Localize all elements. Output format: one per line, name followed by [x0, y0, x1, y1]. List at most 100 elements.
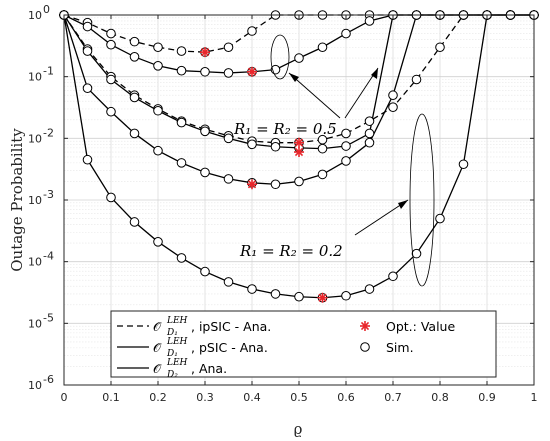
sim-marker [129, 51, 140, 62]
optimal-marker-stroke [294, 138, 304, 147]
optimal-marker [294, 147, 304, 158]
sim-marker [341, 141, 351, 151]
annotation-layer: R₁ = R₂ = 0.5 R₁ = R₂ = 0.2 [233, 34, 435, 287]
arrow-line-02 [354, 199, 409, 236]
y-tick-label: 10 [28, 379, 42, 392]
sim-marker [435, 42, 445, 53]
sim-marker [364, 116, 375, 126]
sim-marker [223, 133, 234, 144]
y-tick-exponent: -4 [43, 250, 54, 263]
sim-marker [153, 236, 163, 247]
sim-marker [176, 158, 187, 168]
sim-marker [270, 141, 281, 152]
legend-label-sim: Sim. [386, 340, 414, 355]
legend-math-sub: D₁ [166, 349, 178, 359]
legend-label-3: , Ana. [191, 361, 227, 376]
sim-marker [129, 217, 140, 227]
x-tick-label: 0.9 [478, 391, 496, 404]
sim-marker [223, 174, 234, 184]
legend-label-optimal: Opt.: Value [386, 319, 455, 334]
sim-marker [364, 284, 375, 294]
sim-marker [341, 128, 351, 139]
y-tick-label: 10 [28, 132, 42, 145]
sim-marker [82, 21, 93, 32]
legend-swatch-sim [360, 342, 370, 352]
optimal-marker-stroke [247, 180, 257, 189]
sim-marker [153, 42, 163, 53]
optimal-marker-stroke [318, 293, 327, 302]
sim-marker [317, 169, 328, 180]
arrow-head-05b [371, 68, 378, 79]
sim-marker [153, 145, 163, 156]
x-tick-label: 0.7 [384, 391, 402, 404]
sim-marker [106, 28, 116, 39]
optimal-marker [247, 66, 257, 77]
sim-marker [176, 117, 187, 128]
sim-marker [106, 39, 116, 50]
legend-math-main: 𝒪 [153, 361, 162, 376]
x-tick-label: 0.3 [196, 391, 214, 404]
sim-marker [200, 66, 210, 77]
legend-swatch-optimal [360, 321, 370, 331]
y-tick-exponent: -1 [43, 65, 54, 78]
sim-marker [82, 154, 93, 165]
optimal-marker [247, 179, 257, 190]
sim-marker [294, 176, 304, 187]
sim-marker [82, 83, 93, 94]
arrow-line-05b [344, 67, 379, 119]
sim-marker [388, 271, 398, 282]
optimal-marker-stroke [360, 321, 370, 331]
sim-marker [435, 213, 445, 224]
sim-marker [223, 277, 234, 287]
y-tick-exponent: -2 [43, 126, 54, 139]
x-tick-label: 0.5 [290, 391, 308, 404]
x-tick-label: 0.6 [337, 391, 355, 404]
optimal-marker-stroke [200, 48, 210, 57]
x-tick-label: 0.1 [102, 391, 120, 404]
annotation-rate-02: R₁ = R₂ = 0.2 [239, 242, 343, 260]
sim-marker [341, 156, 351, 166]
sim-marker [317, 42, 328, 53]
x-tick-label: 0.2 [149, 391, 167, 404]
sim-marker [317, 143, 328, 154]
sim-marker [223, 68, 234, 78]
markers-layer [59, 10, 539, 303]
sim-marker [247, 26, 257, 36]
sim-marker [106, 106, 116, 117]
annotation-rate-05: R₁ = R₂ = 0.5 [233, 120, 337, 138]
x-tick-label: 0.4 [243, 391, 261, 404]
sim-marker [106, 74, 116, 85]
optimal-marker [294, 137, 304, 148]
sim-marker [129, 36, 140, 47]
sim-marker [294, 291, 304, 302]
sim-marker [341, 290, 351, 301]
sim-marker [153, 61, 163, 71]
y-tick-exponent: -6 [43, 373, 54, 386]
sim-marker [294, 53, 304, 63]
y-axis-label: Outage Probability [8, 128, 26, 272]
sim-marker [247, 284, 257, 294]
y-tick-exponent: -3 [43, 188, 54, 201]
legend-math-sub: D₂ [166, 370, 178, 380]
legend-label-2: , pSIC - Ana. [191, 340, 268, 355]
sim-marker [364, 16, 375, 26]
legend-math-main: 𝒪 [153, 319, 162, 334]
arrow-line-05a [288, 72, 341, 119]
legend-math-sup: LEH [166, 337, 188, 347]
sim-marker [153, 105, 163, 116]
sim-marker [176, 46, 187, 56]
legend-label-1: , ipSIC - Ana. [191, 319, 271, 334]
optimal-marker [200, 47, 210, 58]
optimal-marker-stroke [294, 147, 304, 157]
sim-marker [176, 65, 187, 76]
x-tick-label: 1 [531, 391, 538, 404]
sim-marker [364, 137, 375, 148]
y-tick-exponent: 0 [43, 3, 50, 16]
arrow-head-02 [398, 200, 408, 209]
legend-math-main: 𝒪 [153, 340, 162, 355]
x-tick-label: 0.8 [431, 391, 449, 404]
sim-marker [270, 179, 281, 190]
legend-box [110, 310, 497, 378]
